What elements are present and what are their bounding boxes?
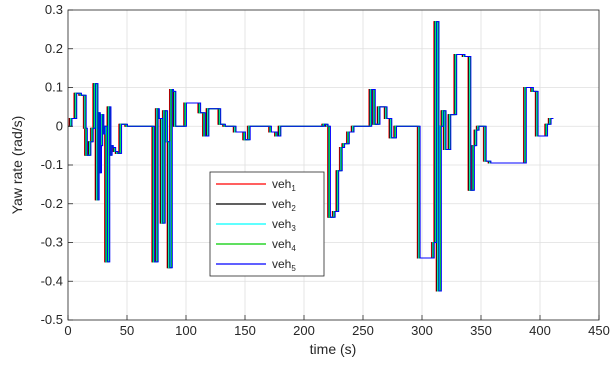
legend-label-subscript: 3 (291, 224, 296, 233)
legend-label-subscript: 4 (291, 244, 296, 253)
axes: 0 50 100 150 200 250 300 350 400 450-0.5-0.4-0.3-… (41, 2, 610, 338)
series-line-veh-5 (70, 21, 554, 292)
x-tick-label: 250 (352, 323, 374, 338)
y-tick-label: -0.1 (41, 157, 63, 172)
x-tick-label: 150 (234, 323, 256, 338)
legend-label-subscript: 2 (291, 204, 296, 213)
legend-label-veh-2: veh2 (272, 197, 296, 213)
legend-label-subscript: 5 (291, 264, 296, 273)
y-tick-label: 0 (56, 118, 63, 133)
x-axis-label: time (s) (310, 341, 357, 357)
y-tick-label: -0.5 (41, 312, 63, 327)
legend-label-veh-1: veh1 (272, 177, 296, 193)
legend-label-veh-4: veh4 (272, 237, 296, 253)
legend-label-main: veh (272, 237, 291, 251)
legend-label-main: veh (272, 217, 291, 231)
y-tick-label: 0.2 (45, 41, 63, 56)
y-tick-label: -0.2 (41, 196, 63, 211)
x-tick-label: 200 (293, 323, 315, 338)
y-tick-label: 0.1 (45, 80, 63, 95)
x-tick-label: 300 (411, 323, 433, 338)
legend-label-veh-3: veh3 (272, 217, 296, 233)
y-tick-label: -0.4 (41, 273, 63, 288)
x-tick-label: 450 (588, 323, 610, 338)
x-tick-label: 0 (64, 323, 71, 338)
y-axis-label: Yaw rate (rad/s) (9, 116, 25, 215)
y-tick-label: 0.3 (45, 2, 63, 17)
legend-label-main: veh (272, 257, 291, 271)
legend-label-main: veh (272, 177, 291, 191)
legend-label-main: veh (272, 197, 291, 211)
y-tick-label: -0.3 (41, 235, 63, 250)
x-tick-label: 350 (470, 323, 492, 338)
x-tick-label: 50 (120, 323, 134, 338)
legend-label-subscript: 1 (291, 184, 296, 193)
x-tick-label: 400 (529, 323, 551, 338)
legend-label-veh-5: veh5 (272, 257, 296, 273)
x-tick-label: 100 (175, 323, 197, 338)
series-layer (68, 21, 554, 292)
